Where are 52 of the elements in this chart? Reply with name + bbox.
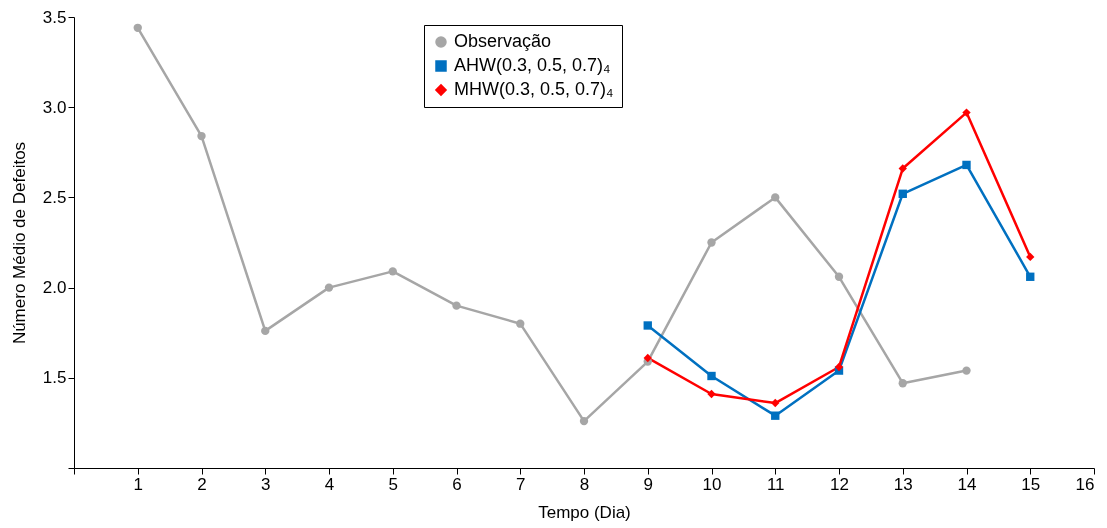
point bbox=[197, 131, 206, 141]
point bbox=[261, 326, 270, 336]
point bbox=[133, 23, 142, 32]
y-tick-label: 1.5 bbox=[42, 368, 67, 388]
point bbox=[1026, 272, 1035, 281]
x-tick-label: 6 bbox=[452, 474, 462, 494]
point bbox=[707, 371, 716, 381]
point bbox=[324, 283, 334, 292]
x-tick-label: 1 bbox=[133, 474, 143, 494]
point bbox=[898, 189, 907, 198]
point bbox=[962, 160, 971, 170]
x-tick-label: 16 bbox=[1075, 474, 1095, 494]
point bbox=[579, 416, 589, 426]
point bbox=[962, 108, 971, 117]
point bbox=[516, 319, 525, 328]
point bbox=[962, 366, 971, 375]
point bbox=[643, 321, 652, 330]
x-tick-label: 7 bbox=[516, 474, 526, 494]
x-tick-label: 11 bbox=[766, 474, 785, 494]
x-tick-label: 9 bbox=[643, 474, 653, 494]
y-tick-label: 3.0 bbox=[42, 97, 67, 117]
point bbox=[898, 164, 907, 173]
point bbox=[834, 362, 844, 372]
x-tick-label: 5 bbox=[388, 474, 398, 494]
y-tick-label: 2.5 bbox=[42, 187, 67, 207]
point bbox=[707, 238, 716, 247]
x-tick-label: 12 bbox=[830, 474, 849, 494]
x-tick-label: 8 bbox=[579, 474, 590, 494]
x-tick-label: 14 bbox=[957, 474, 977, 494]
point bbox=[388, 267, 397, 276]
x-tick-label: 15 bbox=[1021, 474, 1041, 494]
point bbox=[452, 301, 461, 310]
x-tick-label: 4 bbox=[324, 474, 335, 494]
point bbox=[771, 193, 780, 202]
y-tick-label: 3.5 bbox=[42, 7, 67, 27]
y-axis-title: Número Médio de Defeitos bbox=[9, 141, 29, 345]
x-axis-title: Tempo (Dia) bbox=[538, 502, 631, 522]
point bbox=[707, 389, 716, 399]
x-tick-label: 13 bbox=[893, 474, 913, 494]
point bbox=[771, 398, 780, 408]
point bbox=[643, 353, 652, 363]
x-tick-label: 10 bbox=[702, 474, 722, 494]
point bbox=[771, 411, 780, 420]
y-tick-label: 2.0 bbox=[42, 278, 67, 298]
point bbox=[1026, 252, 1035, 262]
legend-label: AHW(0.3, 0.5, 0.7)₄ bbox=[454, 55, 611, 75]
x-tick-label: 2 bbox=[197, 474, 207, 494]
point bbox=[834, 272, 844, 281]
legend-label: MHW(0.3, 0.5, 0.7)₄ bbox=[454, 79, 614, 99]
legend-label: Observação bbox=[454, 31, 552, 51]
point bbox=[898, 379, 907, 388]
x-tick-label: 3 bbox=[261, 474, 271, 494]
